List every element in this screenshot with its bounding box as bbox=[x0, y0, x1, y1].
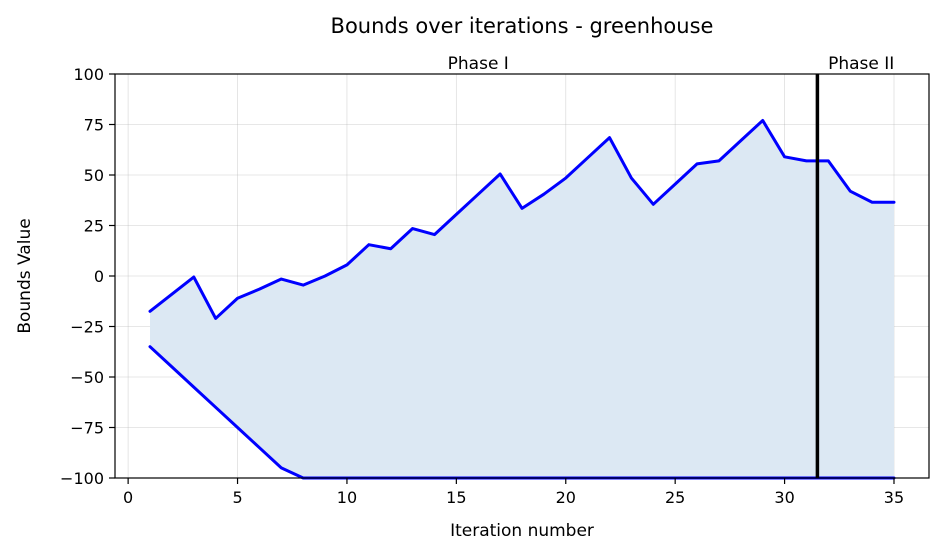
x-tick-label: 25 bbox=[665, 488, 685, 507]
y-tick-label: 75 bbox=[84, 116, 104, 135]
x-tick-label: 15 bbox=[446, 488, 466, 507]
x-axis-label: Iteration number bbox=[450, 521, 594, 541]
phase-label: Phase I bbox=[448, 54, 509, 74]
x-tick-label: 30 bbox=[774, 488, 794, 507]
y-tick-label: 25 bbox=[84, 217, 104, 236]
y-tick-label: −25 bbox=[70, 318, 104, 337]
x-tick-label: 5 bbox=[232, 488, 242, 507]
y-tick-label: 0 bbox=[94, 267, 104, 286]
y-tick-label: −50 bbox=[70, 368, 104, 387]
y-axis-ticks: −100 −75 −50 −25 0 25 50 75 100 bbox=[60, 65, 115, 488]
x-tick-label: 10 bbox=[337, 488, 357, 507]
upper-bound-line bbox=[148, 118, 896, 320]
x-tick-label: 20 bbox=[556, 488, 576, 507]
y-tick-label: −75 bbox=[70, 419, 104, 438]
x-tick-label: 35 bbox=[884, 488, 904, 507]
x-tick-label: 0 bbox=[123, 488, 133, 507]
y-tick-label: 50 bbox=[84, 166, 104, 185]
chart-title: Bounds over iterations - greenhouse bbox=[331, 14, 714, 38]
phase-label: Phase II bbox=[828, 54, 894, 74]
x-axis-ticks: 0 5 10 15 20 25 30 35 bbox=[123, 478, 904, 507]
y-tick-label: 100 bbox=[73, 65, 104, 84]
bounds-fill-area bbox=[150, 120, 894, 479]
phase-layer: Phase I Phase II bbox=[448, 54, 894, 478]
y-tick-label: −100 bbox=[60, 469, 104, 488]
y-axis-label: Bounds Value bbox=[15, 218, 35, 333]
